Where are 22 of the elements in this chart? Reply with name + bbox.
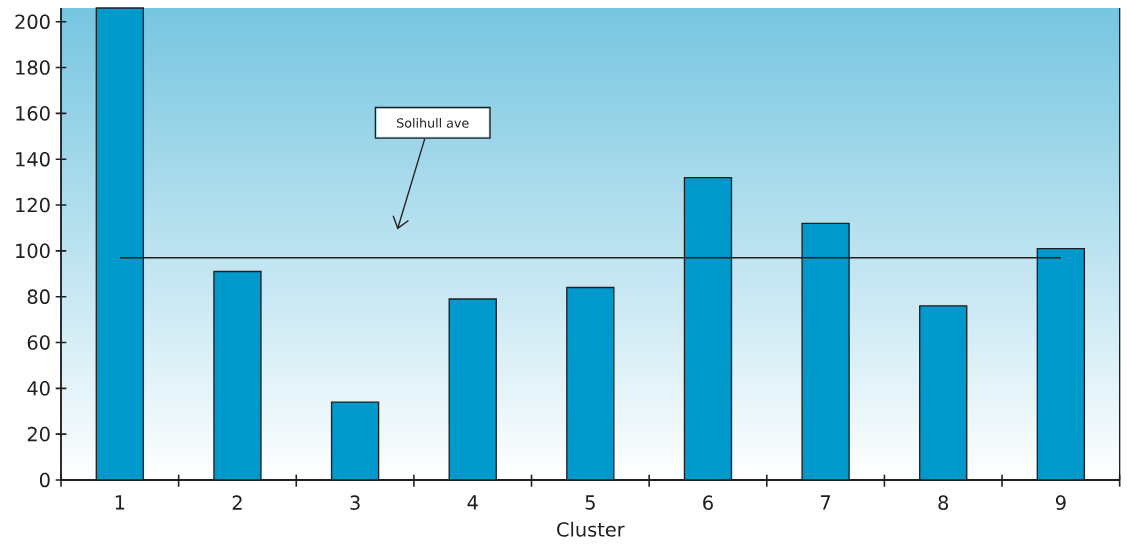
y-tick-label: 100 (16, 243, 50, 259)
x-tick-label: 3 (350, 495, 360, 510)
ref-line-label: Solihull ave (397, 117, 469, 128)
x-tick-label: 7 (821, 495, 831, 510)
x-axis-title: Cluster (557, 521, 625, 537)
x-tick-label: 2 (232, 495, 242, 510)
x-tick-label: 8 (938, 495, 949, 510)
y-tick-label: 60 (27, 335, 50, 350)
y-tick-label: 200 (15, 14, 50, 30)
y-tick-label: 40 (27, 381, 50, 396)
y-tick-label: 160 (16, 106, 50, 121)
x-tick-label: 9 (1055, 495, 1066, 510)
x-tick-label: 6 (703, 495, 713, 510)
y-tick-label: 20 (27, 426, 50, 442)
y-tick-label: 0 (39, 472, 50, 488)
x-tick-label: 5 (585, 495, 595, 510)
y-tick-label: 120 (16, 197, 50, 213)
x-tick-label: 1 (115, 495, 125, 510)
y-tick-label: 80 (27, 289, 50, 304)
x-tick-label: 4 (467, 495, 478, 510)
y-tick-label: 180 (16, 60, 50, 75)
y-tick-label: 140 (16, 151, 50, 167)
